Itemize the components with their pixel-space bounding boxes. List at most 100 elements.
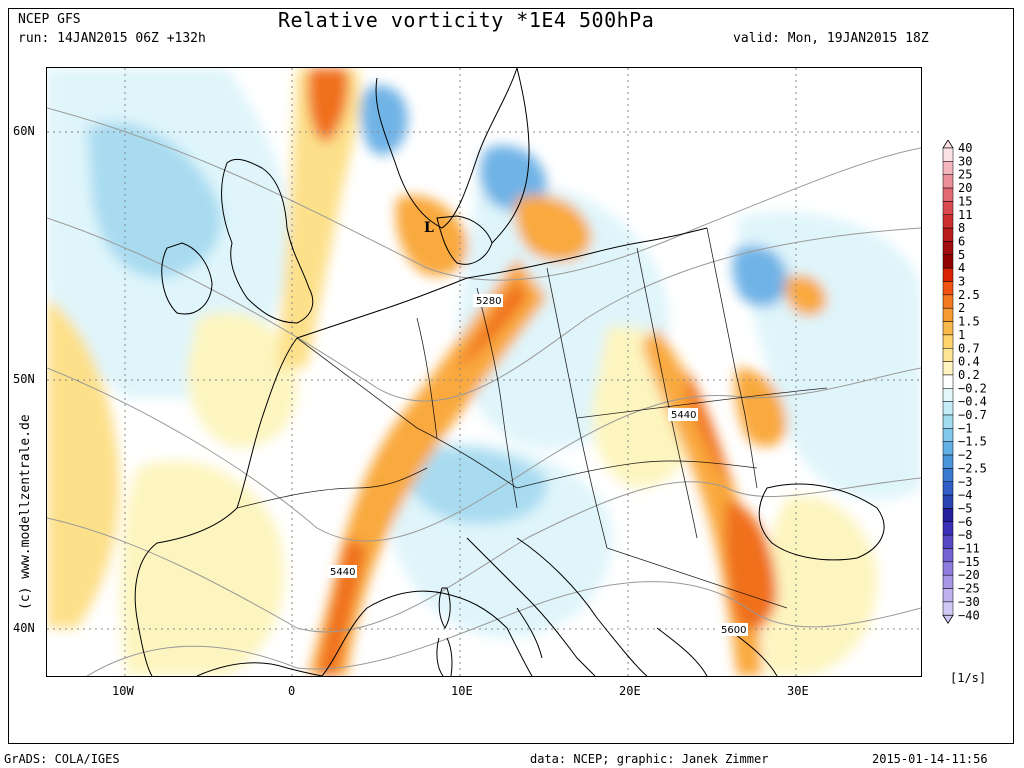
sardinia [436,637,453,676]
legend-swatch [942,294,954,309]
legend-swatch [942,348,954,362]
legend-level-label: −6 [958,515,972,529]
contour-label-5280: 5280 [476,296,501,307]
legend-swatch [942,428,954,442]
contour-labels: 5280 5440 5440 5600 [327,294,748,636]
legend-level-label: 11 [958,208,972,222]
legend-level-label: −11 [958,542,980,556]
figure-frame [8,8,1014,744]
legend-level-label: −15 [958,555,980,569]
legend-swatch [942,588,954,603]
balkan-coast [516,537,648,676]
positive-area-romania [725,498,777,630]
coastlines [134,68,885,676]
legend-swatch [942,201,954,216]
legend-unit: [1/s] [950,671,987,685]
legend-swatch [942,307,954,322]
legend-swatch [942,361,954,376]
black-sea [758,483,885,561]
legend-level-label: 30 [958,154,972,168]
legend-level-label: −4 [958,488,972,502]
legend-level-label: −2.5 [958,461,987,475]
legend-level-label: 1.5 [958,315,980,329]
footer-software: GrADS: COLA/IGES [4,752,120,766]
legend-level-label: 8 [958,221,965,235]
model-label: NCEP GFS [18,12,81,27]
map-title: Relative vorticity *1E4 500hPa [278,8,655,32]
color-legend: 40 30 25 20 15 11 8 6 5 4 3 2.5 2 1.5 1 0.7 0.4 0.2 −0.2 −0… [940,139,1020,644]
legend-swatch [942,441,954,456]
low-pressure-marker: L [424,220,434,236]
legend-level-label: −40 [958,608,980,622]
legend-swatch [942,187,954,202]
legend-level-label: 0.4 [958,355,980,369]
legend-swatch [942,548,954,563]
legend-swatch [942,227,954,242]
legend-level-label: 2.5 [958,288,980,302]
footer-source: data: NCEP; graphic: Janek Zimmer [530,752,769,766]
legend-swatch [942,601,954,616]
sweden-coast [491,68,530,244]
trough-axis-core [457,278,527,368]
negative-area-ukraine [732,245,788,307]
legend-level-label: 40 [958,141,972,155]
vorticity-field [47,68,921,676]
legend-level-label: −25 [958,582,980,596]
legend-swatch [942,494,954,509]
trough-axis-band [309,258,547,676]
iberia-south-coast [196,662,323,676]
north-sea-coast [296,227,708,339]
legend-swatch [942,254,954,269]
contour-label-5600: 5600 [721,625,746,636]
legend-level-label: −0.4 [958,395,987,409]
legend-level-label: −30 [958,595,980,609]
italy [466,537,596,676]
legend-level-label: 4 [958,261,965,275]
lon-label-10e: 10E [451,684,473,698]
legend-swatch [942,454,954,469]
positive-area-russia [784,274,827,316]
atlantic-coast [134,337,298,676]
legend-swatch [942,388,954,402]
positive-area-scandinavia [277,68,360,368]
legend-level-label: −5 [958,501,972,515]
legend-swatch [942,281,954,296]
run-label: run: 14JAN2015 06Z +132h [18,31,206,46]
legend-level-label: −1 [958,421,972,435]
legend-level-label: −2 [958,448,972,462]
vorticity-maximum-norway [307,68,349,143]
negative-area-atlantic [87,121,222,279]
negative-area-alps [406,447,548,524]
legend-swatch [942,481,954,496]
legend-level-label: 5 [958,248,965,262]
contour-label-5440-east: 5440 [671,410,696,421]
positive-area-poland [515,195,592,262]
country-borders [236,227,828,609]
legend-swatch [942,147,954,162]
legend-level-label: 1 [958,328,965,342]
legend-swatch [942,214,954,229]
legend-level-label: −8 [958,528,972,542]
norway-coast [375,68,518,229]
legend-level-label: 25 [958,168,972,182]
legend-level-label: −3 [958,475,972,489]
legend-arrow-top [942,139,954,149]
legend-swatch [942,414,954,429]
legend-level-label: 20 [958,181,972,195]
legend-swatch [942,508,954,523]
mediterranean-coast [321,590,533,676]
positive-area-biscay [187,311,298,448]
negative-area-norway [360,85,408,156]
legend-swatch [942,534,954,549]
positive-area-black-sea [735,368,787,447]
legend-level-label: 0.7 [958,341,980,355]
legend-level-label: −0.2 [958,381,987,395]
negative-area-baltic [480,145,547,212]
legend-level-label: −0.7 [958,408,987,422]
positive-area-denmark [395,195,468,277]
legend-level-label: 0.2 [958,368,980,382]
legend-level-label: 6 [958,234,965,248]
valid-label: valid: Mon, 19JAN2015 18Z [733,31,929,46]
legend-swatch [942,561,954,576]
lat-label-40n: 40N [13,621,35,635]
